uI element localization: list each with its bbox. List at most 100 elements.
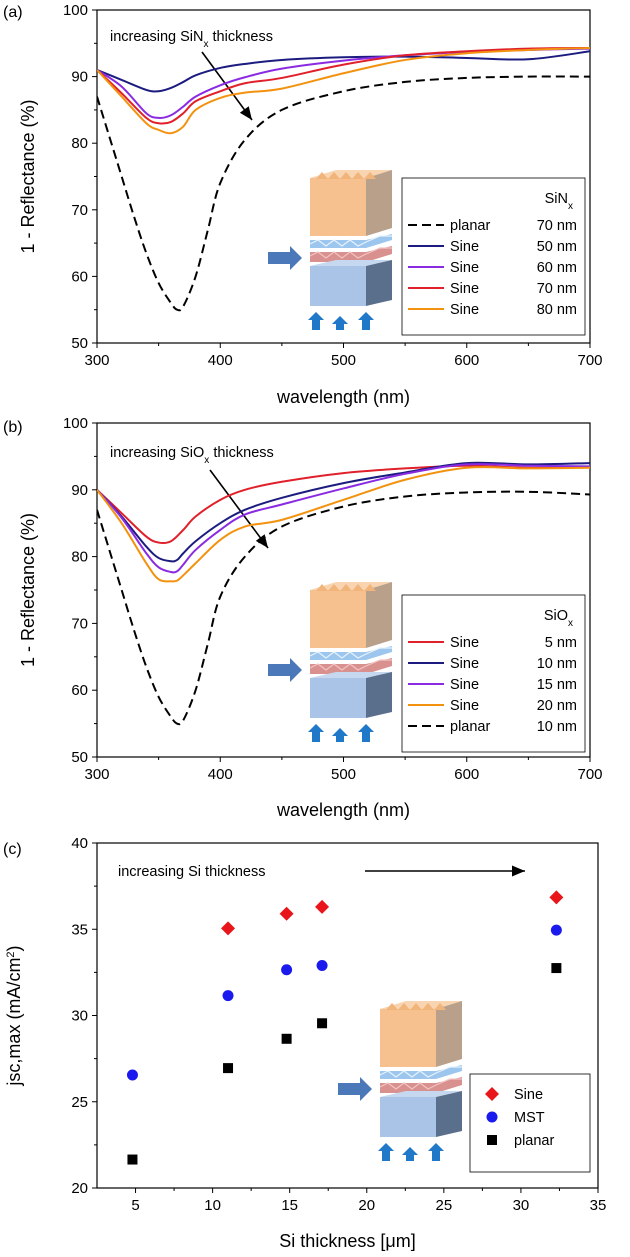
texture-peak-icon — [328, 172, 340, 179]
data-point-mst — [222, 990, 234, 1002]
x-tick-label: 5 — [131, 1197, 139, 1214]
texture-peak-icon — [316, 584, 328, 591]
y-axis-label-part: ) — [4, 945, 24, 951]
legend-marker-sine — [485, 1087, 499, 1101]
data-point-mst — [281, 964, 293, 976]
legend-series-name: Sine — [450, 281, 479, 297]
orange-cube-front — [310, 178, 366, 236]
texture-peak-icon — [422, 1003, 434, 1010]
trend-annotation-part: thickness — [209, 29, 273, 45]
solar-cell-stack-illustration — [338, 1001, 462, 1161]
series-line-sine-80nm — [97, 46, 590, 135]
texture-peak-icon — [352, 584, 364, 591]
upward-light-arrow-icon — [358, 724, 374, 742]
blue-cube-side — [366, 672, 392, 718]
series-line-sine-20nm — [97, 466, 590, 583]
series-group — [97, 461, 590, 726]
blue-cube-top — [310, 260, 392, 266]
x-tick-label: 500 — [331, 766, 356, 783]
series-line-planar-10nm — [97, 490, 590, 726]
orange-cube-side — [366, 582, 392, 648]
legend-box — [401, 594, 586, 753]
trend-annotation-part: thickness — [209, 445, 273, 461]
x-tick-label: 700 — [577, 352, 602, 369]
trend-annotation: increasing Si thickness — [118, 864, 266, 880]
x-axis-label: wavelength (nm) — [276, 800, 410, 820]
x-tick-label: 15 — [281, 1197, 298, 1214]
trend-arrow-shaft — [201, 51, 253, 121]
series-line-sine-15nm — [97, 463, 590, 574]
nitride-layer — [310, 658, 392, 674]
legend-title-part: SiN — [545, 191, 568, 207]
upward-light-arrow-icon — [358, 312, 374, 330]
y-tick-label: 50 — [71, 335, 88, 352]
trend-annotation-part: x — [204, 455, 209, 466]
x-tick-label: 500 — [331, 352, 356, 369]
solar-cell-stack-illustration — [268, 582, 392, 742]
legend-series-name: Sine — [450, 260, 479, 276]
legend-series-thickness: 80 nm — [537, 302, 577, 318]
y-tick-label: 20 — [71, 1180, 88, 1197]
legend-series-thickness: 15 nm — [537, 677, 577, 693]
legend-series-thickness: 10 nm — [537, 656, 577, 672]
legend: Sine MST planar — [469, 1073, 591, 1173]
y-axis-label: 1 - Reflectance (%) — [18, 513, 38, 667]
y-tick-label: 80 — [71, 135, 88, 152]
y-tick-label: 50 — [71, 749, 88, 766]
texture-peak-icon — [340, 172, 352, 179]
orange-cube-side — [366, 170, 392, 236]
trend-annotation-part: increasing SiN — [110, 29, 204, 45]
data-point-mst — [550, 924, 562, 936]
incident-light-arrow-icon — [268, 246, 302, 270]
legend-series-name: Sine — [450, 656, 479, 672]
blue-cube-top — [380, 1091, 462, 1097]
y-tick-label: 25 — [71, 1094, 88, 1111]
trend-arrow-head — [239, 106, 252, 120]
legend-title-part: SiO — [544, 608, 568, 624]
legend: SiNx planar 70 nm Sine 50 nm Sine 60 nm Sine 70 … — [401, 177, 586, 336]
blue-cube-top — [310, 672, 392, 678]
data-point-sine — [549, 890, 564, 905]
y-axis-label-part: jsc,max (mA/cm — [4, 958, 24, 1087]
y-tick-label: 70 — [71, 615, 88, 632]
texture-peak-icon — [398, 1003, 410, 1010]
legend-title: SiNx — [545, 191, 573, 212]
data-point-sine — [315, 899, 330, 914]
blue-cube-side — [366, 260, 392, 306]
y-tick-label: 40 — [71, 835, 88, 852]
x-tick-label: 300 — [84, 352, 109, 369]
data-point-mst — [316, 959, 328, 971]
nitride-texture — [309, 247, 392, 259]
y-tick-label: 90 — [71, 482, 88, 499]
legend-series-name: Sine — [514, 1087, 543, 1103]
texture-peak-icon — [352, 172, 364, 179]
series-group — [97, 46, 590, 312]
x-axis-label: wavelength (nm) — [276, 387, 410, 407]
blue-cube-side — [436, 1091, 462, 1137]
data-point-planar — [223, 1063, 234, 1074]
oxide-texture — [309, 647, 392, 659]
upward-light-arrow-icon — [308, 312, 324, 330]
texture-peak-icon — [364, 172, 376, 179]
y-tick-label: 70 — [71, 202, 88, 219]
upward-light-arrow-icon — [332, 316, 348, 330]
y-tick-label: 90 — [71, 69, 88, 86]
legend-series-thickness: 70 nm — [537, 218, 577, 234]
blue-cube-front — [310, 678, 366, 718]
y-tick-label: 60 — [71, 268, 88, 285]
legend-series-thickness: 5 nm — [545, 635, 577, 651]
legend-series-thickness: 60 nm — [537, 260, 577, 276]
x-tick-label: 20 — [358, 1197, 375, 1214]
y-tick-label: 35 — [71, 921, 88, 938]
series-line-sine-5nm — [97, 464, 590, 545]
oxide-texture — [309, 235, 392, 247]
data-point-planar — [317, 1018, 328, 1029]
orange-cube-front — [310, 590, 366, 648]
legend-series-thickness: 10 nm — [537, 719, 577, 735]
series-line-sine-10nm — [97, 461, 590, 563]
trend-arrow-shaft — [209, 469, 269, 549]
upward-light-arrow-icon — [308, 724, 324, 742]
orange-cube-side — [436, 1001, 462, 1067]
data-point-planar — [281, 1033, 292, 1044]
y-tick-label: 60 — [71, 682, 88, 699]
